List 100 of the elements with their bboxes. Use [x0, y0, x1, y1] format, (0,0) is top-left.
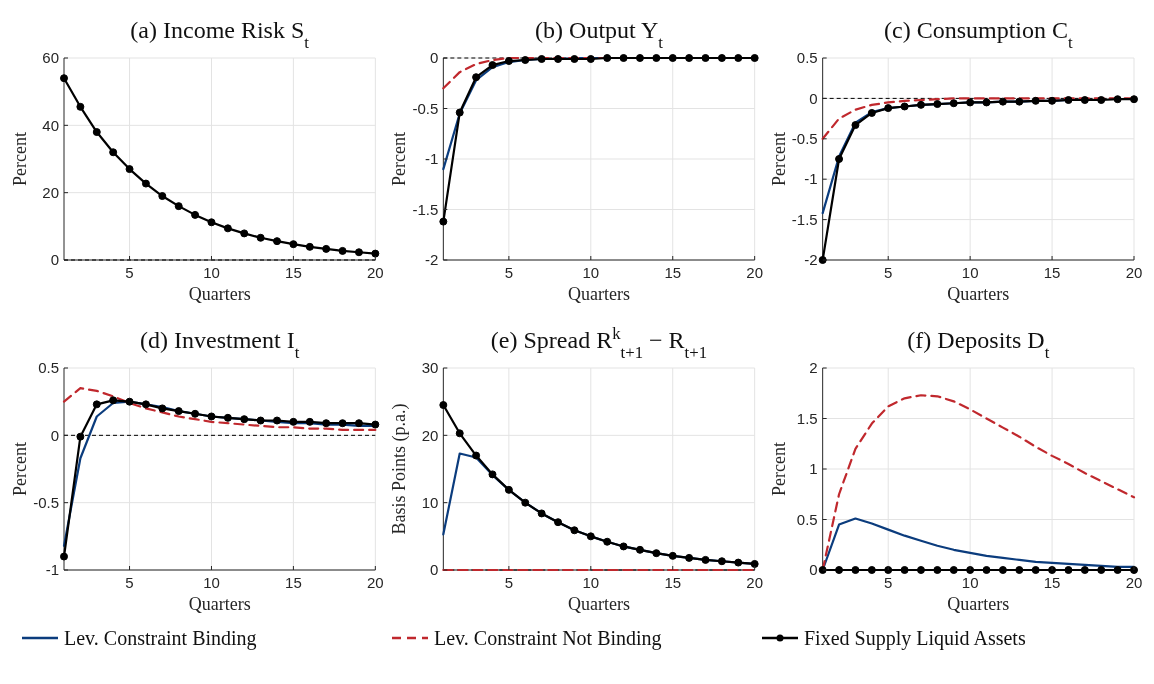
point	[455, 429, 464, 438]
point	[273, 416, 282, 425]
y-axis-title: Percent	[10, 132, 30, 186]
point	[818, 256, 827, 264]
point	[652, 54, 661, 62]
point	[371, 420, 380, 429]
point	[701, 54, 710, 62]
y-tick-label: -1	[804, 170, 818, 188]
y-tick-label: 0	[809, 561, 818, 579]
point	[439, 401, 448, 410]
point	[867, 108, 876, 117]
point	[504, 485, 513, 494]
point	[652, 549, 661, 558]
x-tick-label: 5	[125, 264, 134, 281]
point	[717, 54, 726, 62]
y-tick-label: 40	[42, 116, 59, 134]
point	[619, 542, 628, 551]
point	[521, 56, 530, 65]
x-tick-label: 20	[366, 574, 384, 591]
point	[191, 210, 200, 219]
x-tick-label: 20	[746, 264, 764, 281]
point	[1031, 96, 1040, 105]
point	[537, 55, 546, 64]
point	[158, 404, 167, 413]
point	[949, 99, 958, 108]
y-tick-label: 0	[50, 251, 59, 269]
x-tick-label: 5	[504, 264, 514, 281]
point	[1064, 96, 1073, 105]
point	[174, 202, 183, 211]
y-tick-label: 30	[421, 359, 439, 377]
point	[966, 98, 975, 107]
point	[1130, 95, 1138, 104]
y-tick-label: 0	[429, 561, 439, 579]
y-tick-label: 0.5	[796, 49, 818, 67]
point	[455, 108, 464, 117]
point	[256, 233, 265, 242]
y-tick-label: 20	[421, 426, 439, 444]
y-axis-title: Basis Points (p.a.)	[389, 403, 411, 535]
point	[174, 407, 183, 416]
y-tick-label: -1	[45, 561, 59, 579]
point	[322, 419, 331, 428]
y-axis-title: Percent	[768, 132, 789, 186]
x-tick-label: 10	[961, 264, 979, 281]
y-tick-label: -0.5	[33, 493, 59, 511]
point	[289, 240, 298, 249]
point	[60, 552, 68, 561]
point	[1080, 96, 1089, 105]
point	[207, 412, 216, 421]
y-tick-label: 60	[42, 49, 59, 67]
point	[488, 470, 497, 479]
y-tick-label: 0	[429, 49, 439, 67]
y-tick-label: 1	[809, 460, 818, 478]
chart-title: (d) Investment I$_{t}$	[140, 327, 300, 362]
y-tick-label: 1.5	[796, 409, 818, 427]
point	[668, 54, 677, 62]
point	[305, 417, 314, 426]
point	[289, 417, 298, 426]
point	[439, 217, 448, 226]
point	[554, 518, 563, 527]
y-tick-label: -1	[424, 150, 439, 168]
point	[256, 416, 265, 425]
point	[916, 100, 925, 109]
point	[619, 54, 628, 62]
point	[1097, 96, 1106, 105]
point	[635, 545, 644, 554]
point	[586, 532, 595, 541]
point	[322, 244, 331, 253]
point	[750, 559, 759, 568]
point	[141, 179, 150, 188]
point	[240, 229, 249, 238]
point	[734, 558, 743, 567]
point	[668, 551, 677, 560]
point	[60, 74, 68, 83]
y-tick-label: -2	[804, 251, 818, 269]
point	[570, 55, 579, 64]
point	[273, 237, 282, 246]
chart-title: (e) Spread R$^{k}$$_{t+1}$ − R$_{t+1}$	[490, 323, 708, 362]
point	[586, 55, 595, 64]
y-tick-label: 2	[809, 359, 818, 377]
y-tick-label: -2	[424, 251, 439, 269]
y-axis-title: Percent	[10, 442, 30, 496]
y-tick-label: 0	[809, 89, 818, 107]
legend-label: Lev. Constraint Binding	[64, 627, 257, 650]
y-tick-label: -0.5	[791, 130, 818, 148]
point	[76, 102, 85, 111]
point	[603, 54, 612, 62]
point	[472, 73, 481, 82]
point	[1015, 97, 1024, 106]
y-tick-label: 0	[50, 426, 59, 444]
x-axis-title: Quarters	[568, 284, 630, 304]
point	[371, 249, 380, 258]
x-tick-label: 10	[961, 574, 979, 591]
legend-label: Lev. Constraint Not Binding	[434, 627, 662, 650]
point	[835, 155, 844, 163]
point	[1048, 96, 1057, 105]
point	[635, 54, 644, 62]
point	[504, 57, 513, 66]
y-tick-label: 0.5	[38, 359, 59, 377]
x-axis-title: Quarters	[947, 284, 1010, 304]
point	[734, 54, 743, 62]
